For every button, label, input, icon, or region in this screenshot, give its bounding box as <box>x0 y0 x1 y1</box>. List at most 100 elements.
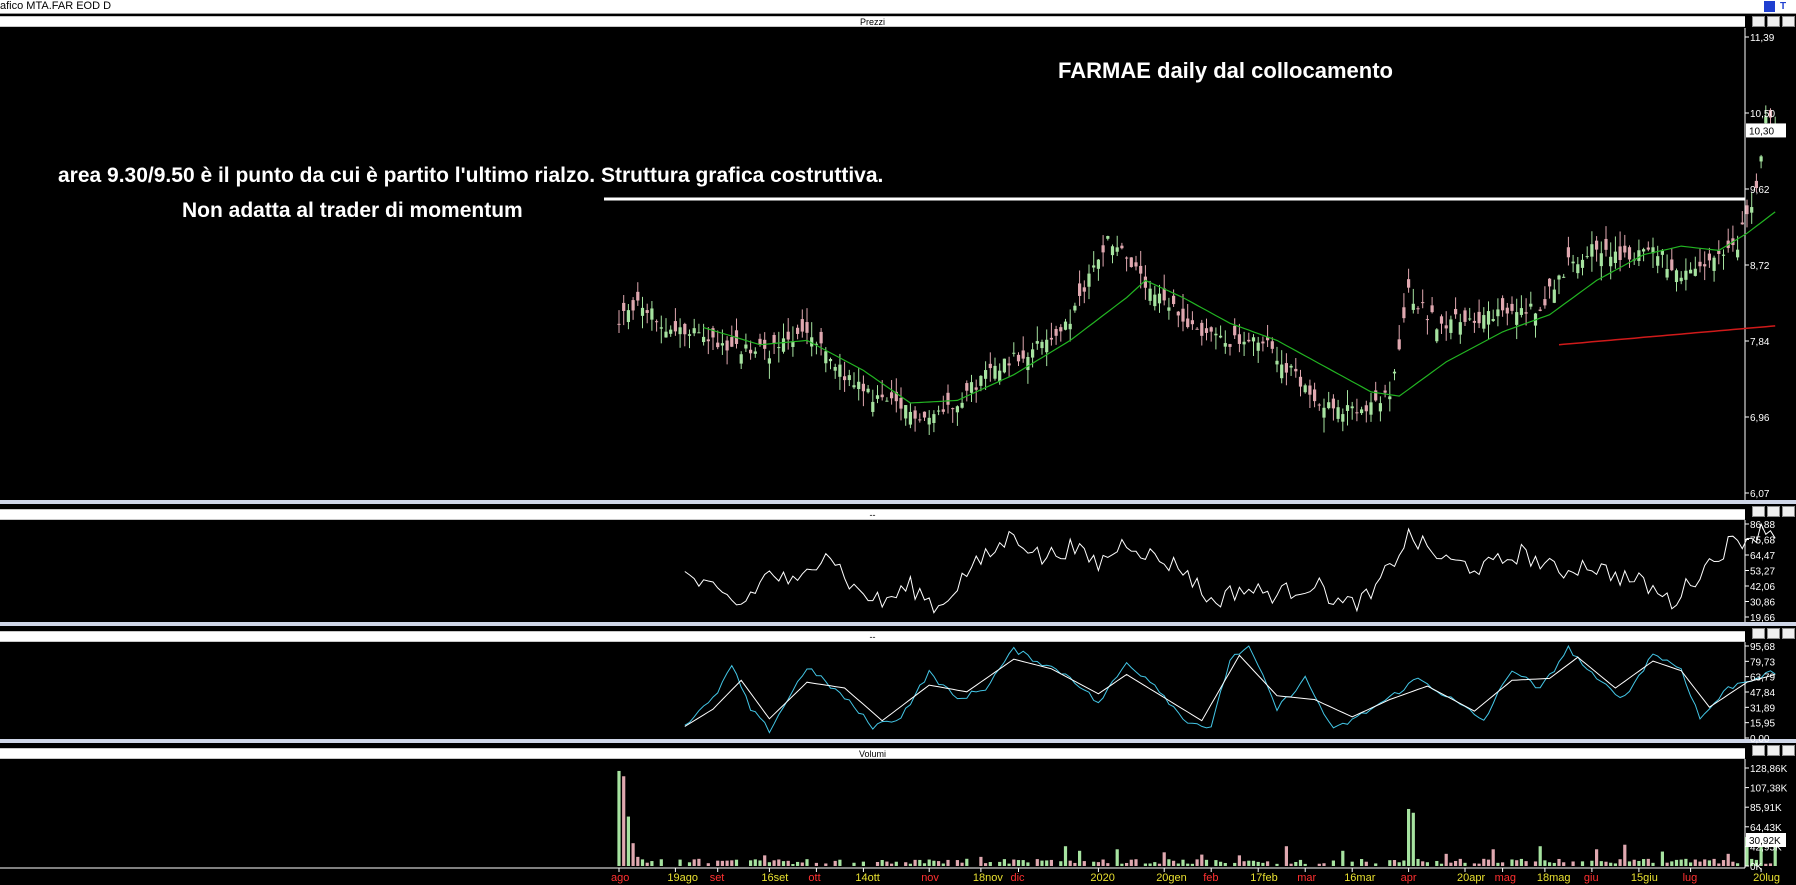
candle-body <box>1139 265 1143 274</box>
volume-bar <box>791 864 795 866</box>
candle-body <box>805 322 809 333</box>
candle-body <box>1698 261 1702 267</box>
candle-body <box>885 400 889 402</box>
price-close-button[interactable] <box>1782 16 1795 27</box>
volume-bar <box>1115 849 1119 866</box>
volume-bar <box>979 856 983 866</box>
x-tick-label: apr <box>1401 872 1417 884</box>
ind1-axis-tick-label: 86,88 <box>1750 520 1775 531</box>
panel-splitter[interactable] <box>0 500 1796 504</box>
volume-bar <box>1407 808 1411 866</box>
candle-body <box>1660 250 1664 255</box>
x-tick-label: nov <box>921 872 939 884</box>
volume-bar <box>1176 863 1180 866</box>
labels-layer: 11,39 10,50 9,62 8,72 7,84 6,96 6,07 10,30 86,88… <box>611 33 1788 884</box>
candle-body <box>1266 337 1270 341</box>
candle-body <box>1294 368 1298 372</box>
volume-bar <box>1491 849 1495 866</box>
volume-bar <box>1482 858 1486 866</box>
candle-body <box>965 383 969 391</box>
price-minimize-button[interactable] <box>1752 16 1765 27</box>
volume-bar <box>1040 860 1044 866</box>
candle-body <box>645 310 649 313</box>
candle-body <box>960 402 964 408</box>
volume-bar <box>1143 863 1147 866</box>
candle-body <box>1627 247 1632 260</box>
candle-body <box>1759 156 1763 162</box>
candle-body <box>1388 396 1392 400</box>
volume-bar <box>1670 861 1674 866</box>
volume-bar <box>1750 858 1754 866</box>
volume-bar <box>1402 860 1406 866</box>
volume-bar <box>1519 858 1523 866</box>
candle-body <box>1181 308 1185 322</box>
candle-body <box>1021 350 1025 359</box>
candle-body <box>1233 325 1237 336</box>
vol-axis-tick-label: 107,38K <box>1750 784 1788 795</box>
candle-body <box>1120 245 1124 249</box>
volume-bar <box>622 776 626 866</box>
candle-body <box>1040 341 1044 349</box>
candle-body <box>1430 305 1434 313</box>
candle-body <box>1148 288 1152 301</box>
volume-panel-header: Volumi <box>0 748 1745 759</box>
volume-bar <box>955 860 959 866</box>
price-axis-tick-label: 9,62 <box>1750 185 1770 196</box>
volume-bar <box>1073 862 1077 866</box>
window-restore-icon[interactable] <box>1764 1 1775 12</box>
panel-splitter[interactable] <box>0 739 1796 743</box>
ind2-close-button[interactable] <box>1782 628 1795 639</box>
volume-bar <box>1200 854 1204 866</box>
volume-bar <box>1646 858 1650 866</box>
volume-bar <box>1157 863 1162 866</box>
vol-close-button[interactable] <box>1782 745 1795 756</box>
candle-body <box>890 392 894 399</box>
window-tile-icon[interactable]: T <box>1780 1 1787 12</box>
vol-axis-tick-label: 0K <box>1750 862 1763 873</box>
volume-bar <box>1623 844 1627 866</box>
candle-body <box>843 376 847 381</box>
price-axis-tick-label: 8,72 <box>1750 261 1770 272</box>
candle-body <box>1439 316 1444 324</box>
candle-body <box>706 339 710 342</box>
candle-body <box>772 334 776 344</box>
volume-bar <box>1096 862 1100 866</box>
volume-bar <box>1162 852 1166 866</box>
candle-body <box>1172 295 1176 305</box>
volume-bar <box>1759 840 1763 866</box>
candle-body <box>1740 222 1744 225</box>
candle-body <box>669 329 673 334</box>
volume-bar <box>749 860 753 866</box>
vol-minimize-button[interactable] <box>1752 745 1765 756</box>
ind2-restore-button[interactable] <box>1767 628 1780 639</box>
ind1-axis-tick-label: 75,68 <box>1750 536 1775 547</box>
candle-body <box>1237 334 1241 344</box>
x-tick-label: 20lug <box>1753 872 1780 884</box>
volume-bar <box>1092 861 1096 866</box>
panel-splitter[interactable] <box>0 622 1796 626</box>
volume-panel-title: Volumi <box>858 749 886 759</box>
ind1-restore-button[interactable] <box>1767 506 1780 517</box>
ind1-minimize-button[interactable] <box>1752 506 1765 517</box>
candle-body <box>998 370 1002 382</box>
volume-bar <box>1186 863 1190 866</box>
volume-bar <box>861 861 865 866</box>
candle-body <box>838 364 842 377</box>
ind1-close-button[interactable] <box>1782 506 1795 517</box>
window-title: afico MTA.FAR EOD D <box>0 0 112 12</box>
volume-bar <box>753 859 757 866</box>
axes <box>0 28 1746 869</box>
candle-body <box>1378 403 1382 412</box>
candle-body <box>1204 328 1209 333</box>
price-restore-button[interactable] <box>1767 16 1780 27</box>
candle-body <box>1444 325 1448 329</box>
volume-bar <box>1256 861 1260 866</box>
candle-body <box>720 343 724 346</box>
price-axis-tick-label: 6,07 <box>1750 489 1770 500</box>
candle-body <box>1501 298 1505 311</box>
candle-body <box>1768 109 1773 118</box>
vol-restore-button[interactable] <box>1767 745 1780 756</box>
ind2-minimize-button[interactable] <box>1752 628 1765 639</box>
candle-body <box>1402 307 1406 319</box>
volume-bar <box>1035 859 1039 866</box>
